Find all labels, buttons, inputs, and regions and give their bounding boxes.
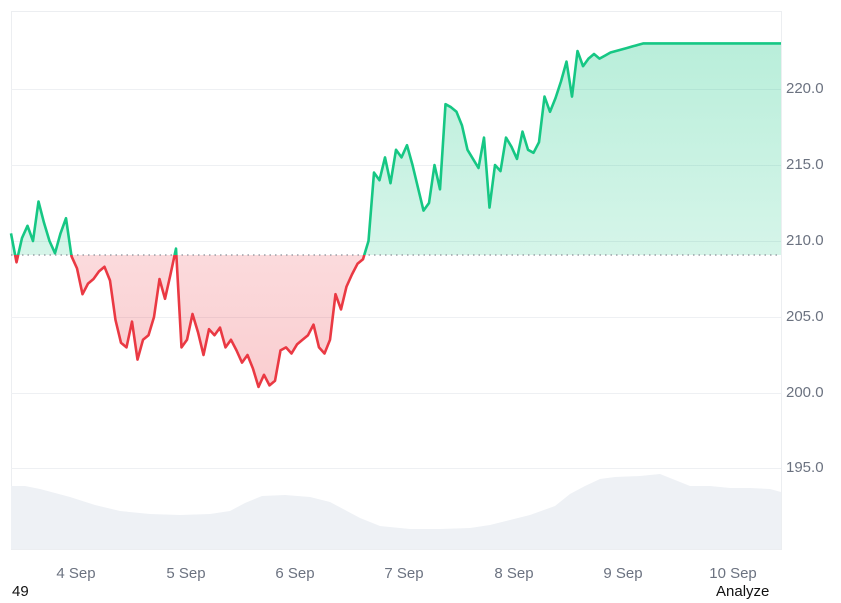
x-tick-label: 4 Sep	[56, 565, 96, 582]
y-tick-label: 215.0	[786, 156, 824, 173]
x-tick-label: 9 Sep	[603, 565, 643, 582]
x-tick-label: 10 Sep	[709, 565, 757, 582]
price-line-up	[9, 42, 781, 255]
analyze-button[interactable]: Analyze	[716, 583, 770, 600]
y-tick-label: 220.0	[786, 80, 824, 97]
volume-area	[11, 474, 781, 549]
x-tick-label: 8 Sep	[494, 565, 534, 582]
x-tick-label: 5 Sep	[166, 565, 206, 582]
y-tick-label: 200.0	[786, 384, 824, 401]
y-tick-label: 205.0	[786, 308, 824, 325]
up-area-fill	[11, 43, 781, 255]
x-tick-label: 7 Sep	[384, 565, 424, 582]
x-tick-label: 6 Sep	[275, 565, 315, 582]
y-tick-label: 210.0	[786, 232, 824, 249]
y-tick-label: 195.0	[786, 459, 824, 476]
footer-left-label: 49	[12, 583, 29, 600]
price-line-down	[13, 255, 366, 389]
